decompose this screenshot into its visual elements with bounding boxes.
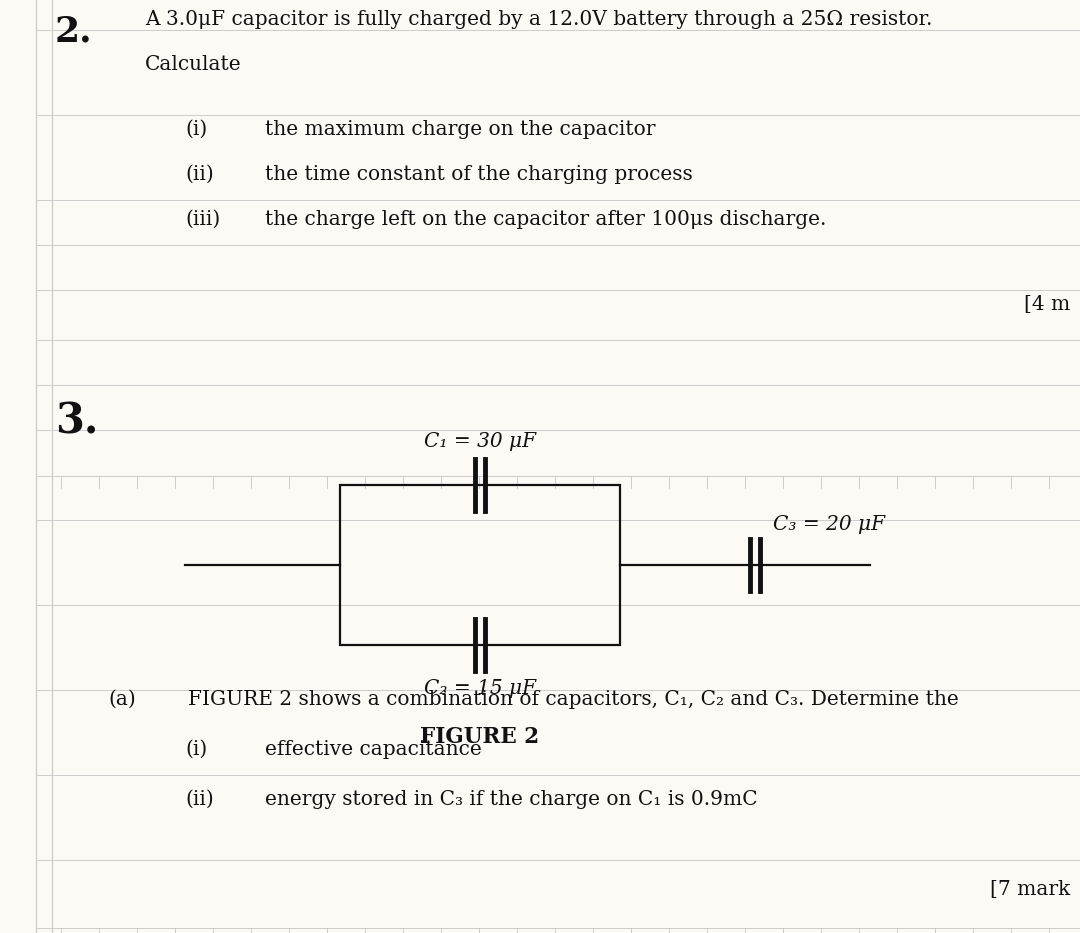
Text: (ii): (ii)	[185, 165, 214, 184]
Text: C₂ = 15 μF: C₂ = 15 μF	[424, 679, 536, 698]
Text: (i): (i)	[185, 740, 207, 759]
Text: the maximum charge on the capacitor: the maximum charge on the capacitor	[265, 120, 656, 139]
Text: 2.: 2.	[55, 15, 93, 49]
Text: FIGURE 2: FIGURE 2	[420, 726, 540, 748]
Text: C₁ = 30 μF: C₁ = 30 μF	[424, 432, 536, 451]
Bar	[340, 485, 620, 645]
Text: (ii): (ii)	[185, 790, 214, 809]
Text: the time constant of the charging process: the time constant of the charging proces…	[265, 165, 692, 184]
Text: (a): (a)	[108, 690, 136, 709]
Text: [7 mark: [7 mark	[989, 880, 1070, 899]
Text: (i): (i)	[185, 120, 207, 139]
Text: [4 m: [4 m	[1024, 295, 1070, 314]
Text: (iii): (iii)	[185, 210, 220, 229]
Text: A 3.0μF capacitor is fully charged by a 12.0V battery through a 25Ω resistor.: A 3.0μF capacitor is fully charged by a …	[145, 10, 932, 29]
Text: Calculate: Calculate	[145, 55, 242, 74]
Text: energy stored in C₃ if the charge on C₁ is 0.9mC: energy stored in C₃ if the charge on C₁ …	[265, 790, 758, 809]
Text: effective capacitance: effective capacitance	[265, 740, 482, 759]
Text: 3.: 3.	[55, 400, 98, 442]
Text: FIGURE 2 shows a combination of capacitors, C₁, C₂ and C₃. Determine the: FIGURE 2 shows a combination of capacito…	[188, 690, 959, 709]
Text: the charge left on the capacitor after 100μs discharge.: the charge left on the capacitor after 1…	[265, 210, 826, 229]
Text: C₃ = 20 μF: C₃ = 20 μF	[773, 515, 886, 534]
